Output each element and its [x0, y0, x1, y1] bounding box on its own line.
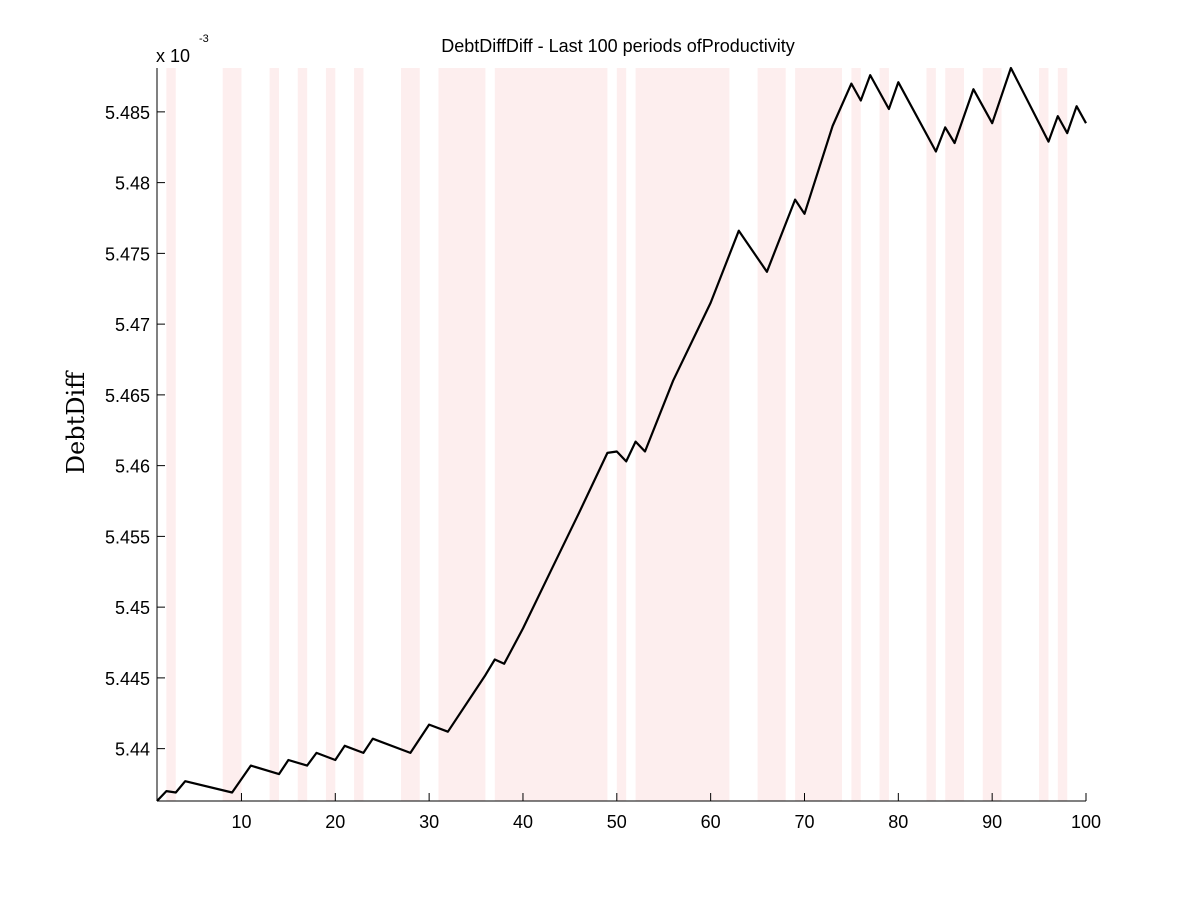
labels: DebtDiffDiff - Last 100 periods ofProduc… — [62, 33, 795, 474]
x-tick-label: 20 — [325, 812, 345, 832]
shaded-region — [1057, 68, 1068, 801]
y-tick-label: 5.47 — [115, 315, 150, 335]
y-tick-label: 5.445 — [105, 669, 150, 689]
y-tick-label: 5.44 — [115, 740, 150, 760]
shaded-region — [438, 68, 486, 801]
x-tick-label: 70 — [794, 812, 814, 832]
y-tick-label: 5.455 — [105, 527, 150, 547]
shaded-region — [795, 68, 843, 801]
shaded-region — [982, 68, 1002, 801]
x-tick-label: 90 — [982, 812, 1002, 832]
x-tick-label: 30 — [419, 812, 439, 832]
chart-title: DebtDiffDiff - Last 100 periods ofProduc… — [441, 36, 795, 56]
y-tick-label: 5.485 — [105, 103, 150, 123]
shaded-region — [297, 68, 308, 801]
shaded-region — [945, 68, 965, 801]
shaded-region — [325, 68, 336, 801]
y-tick-label: 5.46 — [115, 457, 150, 477]
y-axis-label: DebtDiff — [62, 370, 90, 474]
shaded-region — [400, 68, 420, 801]
shaded-regions — [166, 68, 1068, 801]
series-layer — [156, 66, 1087, 802]
series-line — [156, 66, 1087, 802]
y-tick-label: 5.465 — [105, 386, 150, 406]
y-tick-label: 5.475 — [105, 244, 150, 264]
shaded-region — [269, 68, 279, 801]
y-tick-label: 5.48 — [115, 174, 150, 194]
shaded-region — [616, 68, 627, 801]
shaded-region — [926, 68, 936, 801]
shaded-region — [757, 68, 786, 801]
x-tick-label: 50 — [607, 812, 627, 832]
y-exponent-base: x 10 — [156, 46, 190, 66]
axes: 10 20 30 40 50 60 70 80 90 100 5.44 5.445 5.45 5.455 5… — [105, 68, 1101, 832]
y-exponent-power: -3 — [199, 33, 209, 45]
x-tick-label: 10 — [231, 812, 251, 832]
shaded-region — [354, 68, 364, 801]
shaded-region — [222, 68, 242, 801]
shaded-region — [1039, 68, 1049, 801]
x-tick-label: 100 — [1071, 812, 1101, 832]
shaded-region — [166, 68, 176, 801]
shaded-region — [635, 68, 730, 801]
shaded-region — [851, 68, 861, 801]
x-tick-label: 40 — [513, 812, 533, 832]
shaded-region — [494, 68, 608, 801]
y-tick-label: 5.45 — [115, 598, 150, 618]
x-tick-label: 60 — [701, 812, 721, 832]
shaded-region — [879, 68, 889, 801]
x-tick-label: 80 — [888, 812, 908, 832]
